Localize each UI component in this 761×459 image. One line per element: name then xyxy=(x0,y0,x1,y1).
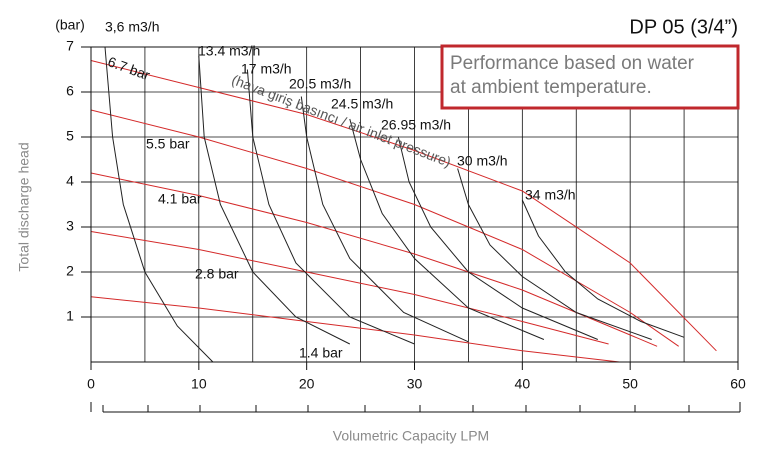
y-tick-label: 7 xyxy=(66,38,74,54)
curve xyxy=(90,296,620,363)
x-tick-label: 40 xyxy=(515,376,531,392)
curve-label: 30 m3/h xyxy=(457,153,508,169)
curve-label: 20.5 m3/h xyxy=(289,76,351,92)
curve-label: 24.5 m3/h xyxy=(331,96,393,112)
curve-label: 2.8 bar xyxy=(195,266,239,282)
y-unit-label: (bar) xyxy=(55,17,85,33)
y-tick-label: 6 xyxy=(66,83,74,99)
x-tick-label: 60 xyxy=(730,376,746,392)
curve-label: 26.95 m3/h xyxy=(381,117,451,133)
curve xyxy=(521,199,685,338)
curves xyxy=(90,46,717,363)
curve-label: 6.7 bar xyxy=(106,53,153,83)
note-line: at ambient temperature. xyxy=(450,77,652,98)
curve xyxy=(90,60,717,352)
curve-label: 3,6 m3/h xyxy=(105,19,159,35)
curve-label: 17 m3/h xyxy=(241,61,292,77)
note-line: Performance based on water xyxy=(450,53,695,74)
x-tick-label: 20 xyxy=(299,376,315,392)
chart-title: DP 05 (3/4”) xyxy=(629,16,738,38)
x-tick-label: 10 xyxy=(191,376,207,392)
secondary-scale xyxy=(90,402,741,413)
y-tick-label: 1 xyxy=(66,308,74,324)
curve-label: 34 m3/h xyxy=(525,187,576,203)
curve xyxy=(397,136,598,340)
curve xyxy=(198,55,351,345)
curve xyxy=(349,118,545,340)
y-tick-label: 4 xyxy=(66,173,74,189)
y-tick-label: 5 xyxy=(66,128,74,144)
curve-label: 4.1 bar xyxy=(158,191,202,207)
x-tick-label: 0 xyxy=(87,376,95,392)
x-tick-label: 50 xyxy=(622,376,638,392)
curve xyxy=(104,46,214,363)
plot-frame xyxy=(90,46,739,363)
y-axis-label: Total discharge head xyxy=(16,142,32,271)
curve xyxy=(90,172,658,347)
curve xyxy=(300,96,469,343)
x-tick-label: 30 xyxy=(407,376,423,392)
curve-label: 5.5 bar xyxy=(146,136,190,152)
curve xyxy=(457,168,652,340)
curve xyxy=(90,231,609,345)
curve-label: 1.4 bar xyxy=(299,345,343,361)
y-tick-label: 3 xyxy=(66,218,74,234)
note-box xyxy=(440,44,740,110)
y-tick-label: 2 xyxy=(66,263,74,279)
curve xyxy=(246,69,415,345)
curve xyxy=(90,109,679,347)
curve-label: 13.4 m3/h xyxy=(198,43,260,59)
x-axis-label: Volumetric Capacity LPM xyxy=(333,428,489,444)
